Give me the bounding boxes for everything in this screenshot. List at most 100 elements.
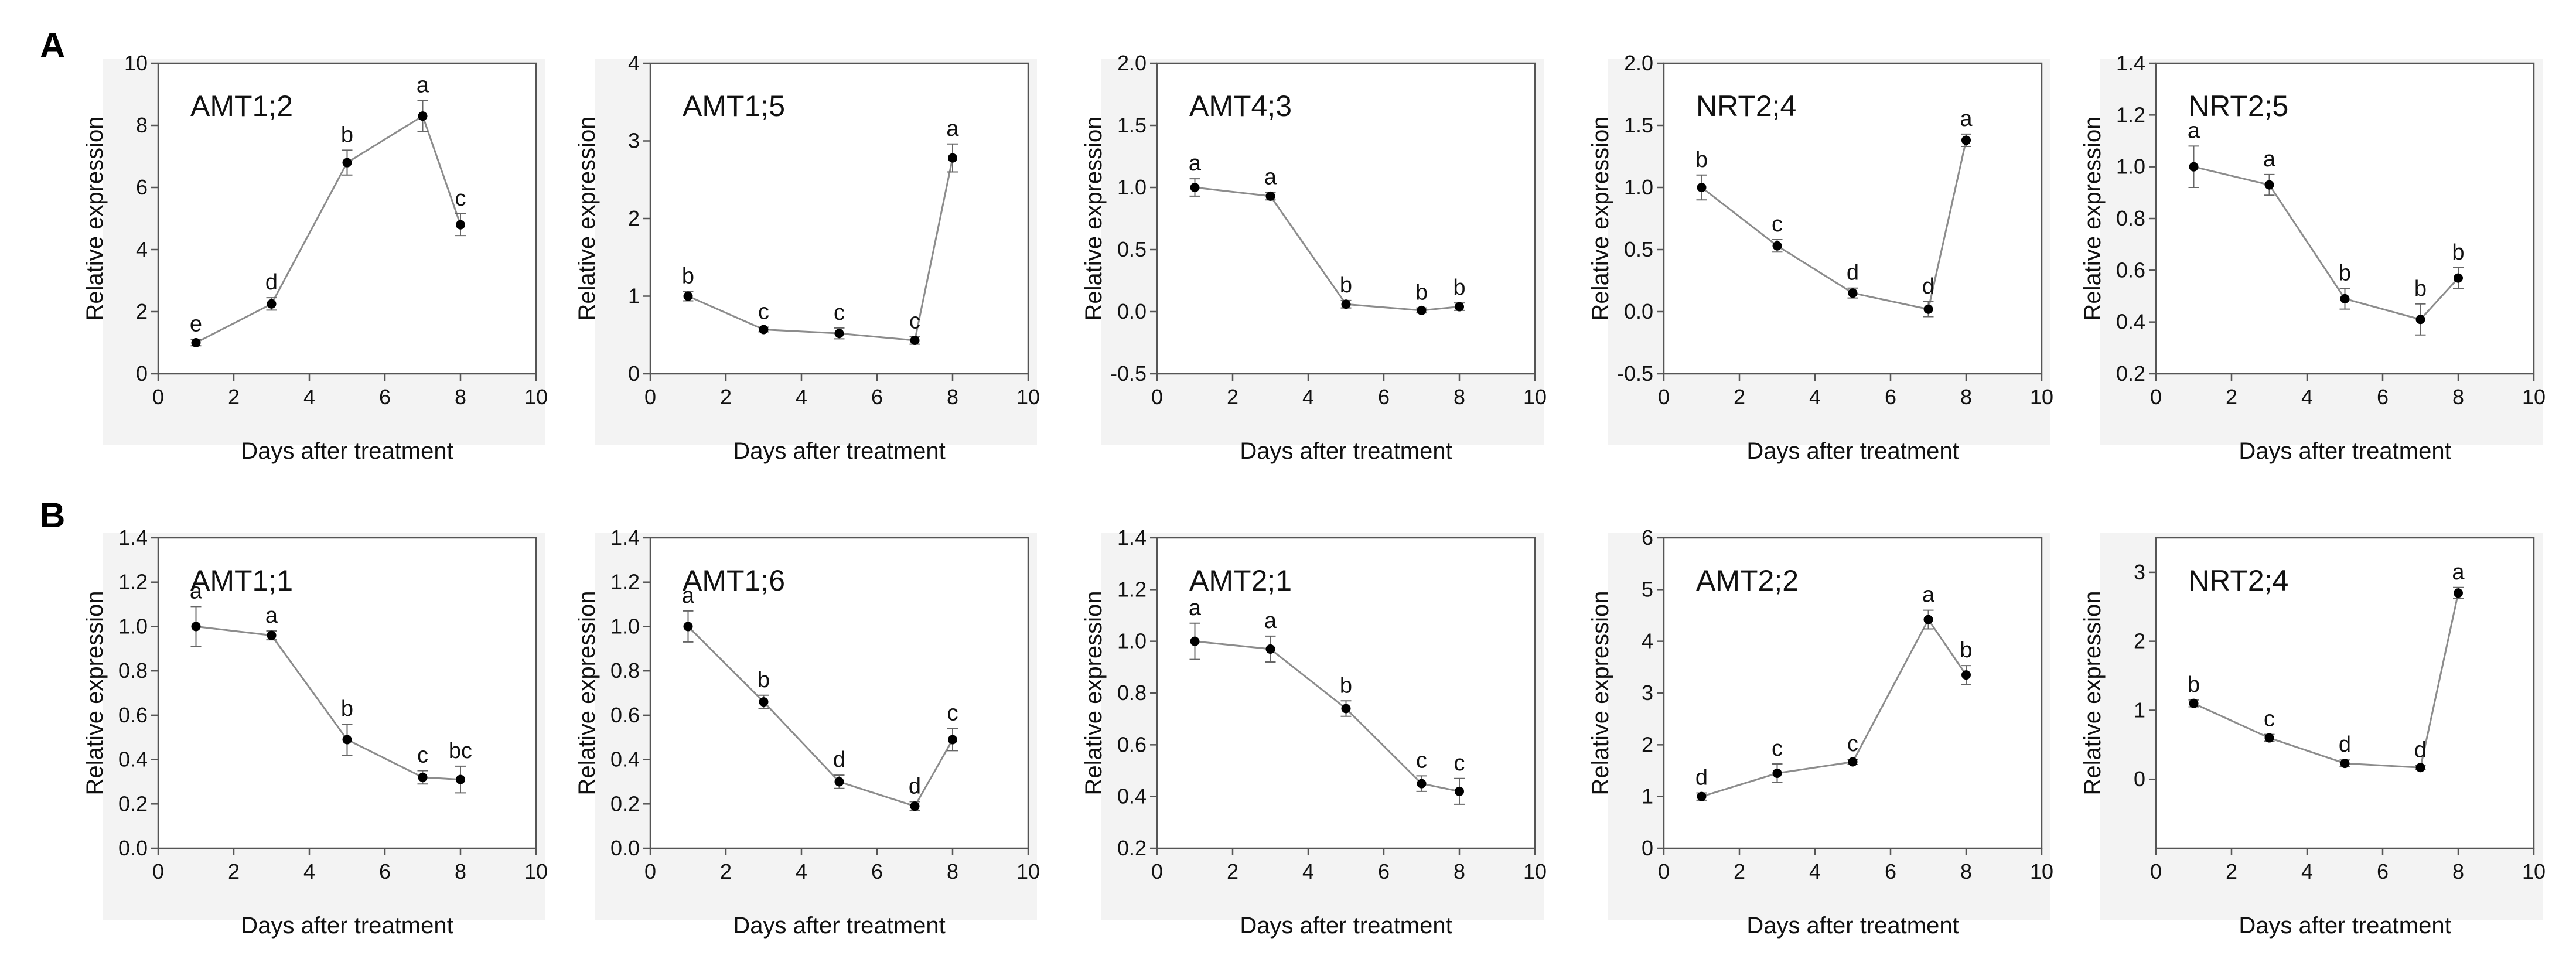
significance-letter: b xyxy=(2188,673,2200,697)
data-point xyxy=(1961,135,1971,145)
y-tick-label: 0.2 xyxy=(118,791,148,815)
data-point xyxy=(2415,763,2425,773)
significance-letter: c xyxy=(1454,751,1465,776)
chart-title: AMT1;1 xyxy=(190,564,293,597)
chart-b-amt2-2: 0 1 2 3 4 5 6 0 2 4 6 8 10 Days after treatment Relati… xyxy=(1588,525,2053,939)
y-axis-label: Relative expression xyxy=(1081,591,1107,795)
x-tick-label: 8 xyxy=(1960,859,1972,883)
data-point xyxy=(1848,288,1858,298)
significance-letter: bc xyxy=(449,739,472,763)
data-point xyxy=(910,801,920,811)
data-point xyxy=(267,299,277,309)
significance-letter: b xyxy=(341,122,353,147)
plot-area xyxy=(649,62,1029,375)
y-tick-label: 1 xyxy=(2134,698,2145,722)
data-point xyxy=(910,336,920,346)
data-point xyxy=(2415,315,2425,325)
plot-area xyxy=(157,537,537,849)
y-tick-label: 4 xyxy=(628,51,640,75)
y-tick-label: 0.4 xyxy=(118,748,148,772)
significance-letter: c xyxy=(909,309,920,333)
x-tick-label: 4 xyxy=(1809,859,1821,883)
y-tick-label: 1.0 xyxy=(1117,629,1147,653)
x-tick-label: 4 xyxy=(796,385,807,409)
y-tick-label: 2.0 xyxy=(1117,51,1147,75)
x-axis-label: Days after treatment xyxy=(2239,438,2451,464)
y-tick-label: 2 xyxy=(628,206,640,230)
data-point xyxy=(267,630,277,640)
x-tick-label: 6 xyxy=(1378,859,1390,883)
significance-letter: d xyxy=(909,774,921,799)
x-axis-label: Days after treatment xyxy=(1746,913,1959,939)
significance-letter: d xyxy=(1847,261,1859,285)
chart-title: AMT2;1 xyxy=(1189,564,1292,597)
data-point xyxy=(834,329,844,339)
significance-letter: d xyxy=(1695,765,1708,790)
y-tick-label: 1.2 xyxy=(118,570,148,594)
y-tick-label: 1.2 xyxy=(2116,103,2145,127)
significance-letter: a xyxy=(1189,596,1202,620)
chart-a-amt4-3: -0.5 0.0 0.5 1.0 1.5 2.0 0 2 4 6 8 10 Days after tre… xyxy=(1081,51,1547,464)
plot-area xyxy=(2155,537,2535,849)
y-tick-label: 1.5 xyxy=(1624,113,1653,137)
data-point xyxy=(191,338,201,347)
x-tick-label: 4 xyxy=(1809,385,1821,409)
x-axis-label: Days after treatment xyxy=(241,913,453,939)
x-tick-label: 0 xyxy=(1151,859,1163,883)
y-tick-label: 1.4 xyxy=(118,525,148,550)
significance-letter: c xyxy=(417,743,428,768)
significance-letter: c xyxy=(1772,212,1783,237)
y-tick-label: 0.6 xyxy=(610,703,640,727)
data-point xyxy=(1772,241,1782,251)
panel-label-a: A xyxy=(40,26,65,65)
chart-b-nrt2-4: 0 1 2 3 0 2 4 6 8 10 Days after treatment Relative … xyxy=(2080,533,2546,939)
data-point xyxy=(456,220,465,230)
significance-letter: b xyxy=(758,668,770,692)
y-tick-label: 0.4 xyxy=(2116,310,2145,334)
data-point xyxy=(2264,733,2274,743)
x-axis-label: Days after treatment xyxy=(2239,913,2451,939)
plot-area xyxy=(157,62,537,375)
x-tick-label: 6 xyxy=(871,385,883,409)
chart-b-amt2-1: 0.2 0.4 0.6 0.8 1.0 1.2 1.4 0 2 4 6 8 10 Days after t… xyxy=(1081,525,1547,939)
chart-title: NRT2;4 xyxy=(2188,564,2288,597)
y-axis-label: Relative expression xyxy=(2080,591,2106,795)
y-tick-label: 0 xyxy=(1642,836,1653,860)
significance-letter: b xyxy=(2339,261,2351,285)
data-point xyxy=(683,622,693,632)
x-tick-label: 4 xyxy=(2301,859,2313,883)
x-tick-label: 6 xyxy=(871,859,883,883)
chart-title: AMT2;2 xyxy=(1696,564,1799,597)
x-tick-label: 0 xyxy=(2150,385,2162,409)
x-tick-label: 2 xyxy=(1734,859,1745,883)
data-point xyxy=(1265,191,1275,201)
x-tick-label: 4 xyxy=(2301,385,2313,409)
x-tick-label: 0 xyxy=(152,385,164,409)
data-point xyxy=(759,325,769,335)
chart-b-amt1-6: 0.0 0.2 0.4 0.6 0.8 1.0 1.2 1.4 0 2 4 6 8 10 Days afte… xyxy=(574,525,1040,939)
significance-letter: b xyxy=(2452,240,2464,265)
x-tick-label: 2 xyxy=(2226,385,2237,409)
data-point xyxy=(1772,768,1782,778)
y-tick-label: 0.6 xyxy=(1117,732,1147,756)
x-tick-label: 10 xyxy=(2030,859,2053,883)
significance-letter: a xyxy=(1960,107,1973,131)
y-tick-label: 1.2 xyxy=(1117,577,1147,601)
x-tick-label: 2 xyxy=(1227,385,1238,409)
data-point xyxy=(191,622,201,632)
x-tick-label: 8 xyxy=(455,385,466,409)
x-tick-label: 6 xyxy=(2377,385,2389,409)
significance-letter: b xyxy=(1453,275,1465,300)
plot-area xyxy=(649,537,1029,849)
data-point xyxy=(418,772,428,782)
y-tick-label: 0 xyxy=(136,361,148,385)
x-tick-label: 2 xyxy=(228,859,240,883)
y-tick-label: 0.2 xyxy=(610,791,640,815)
x-tick-label: 2 xyxy=(228,385,240,409)
data-point xyxy=(1265,644,1275,654)
y-tick-label: 1 xyxy=(628,284,640,308)
x-tick-label: 4 xyxy=(796,859,807,883)
x-tick-label: 2 xyxy=(1734,385,1745,409)
x-tick-label: 8 xyxy=(1454,385,1465,409)
